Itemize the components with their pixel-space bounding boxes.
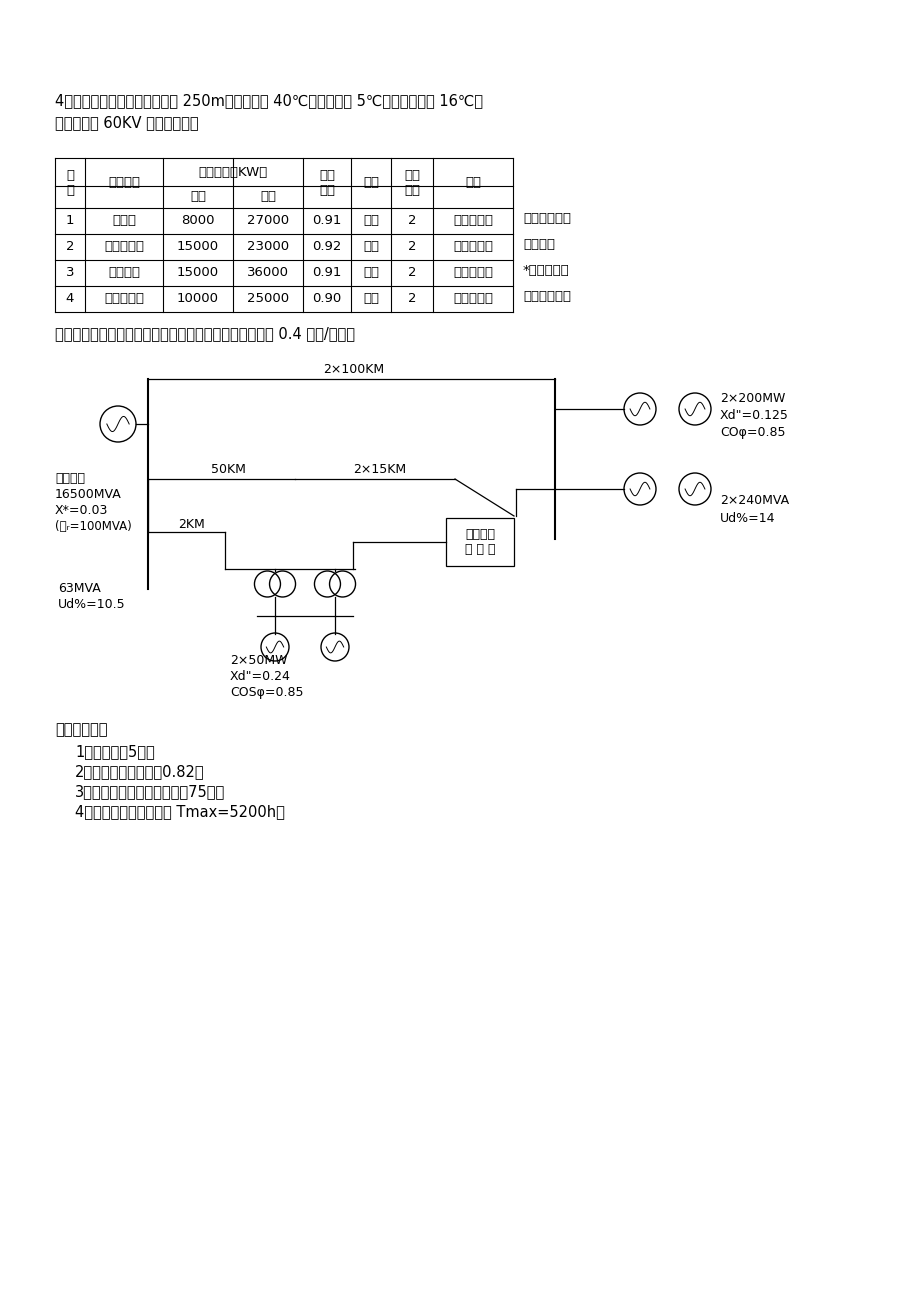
Text: 出线: 出线	[363, 177, 379, 190]
Text: 27000: 27000	[246, 215, 289, 228]
Text: Xd"=0.125: Xd"=0.125	[720, 409, 788, 422]
Text: 4、最大负荷利用小时数 Tmax=5200h。: 4、最大负荷利用小时数 Tmax=5200h。	[75, 805, 285, 819]
Text: 2×50MW: 2×50MW	[230, 654, 288, 667]
Text: COφ=0.85: COφ=0.85	[720, 426, 785, 439]
Text: 4、所处城市中心，海拘高度为 250m，最高气温 40℃，最低气温 5℃，年平均温度 16℃。: 4、所处城市中心，海拘高度为 250m，最高气温 40℃，最低气温 5℃，年平均…	[55, 92, 482, 108]
Text: 架空: 架空	[363, 293, 379, 306]
Text: 1、线损率厖5％。: 1、线损率厖5％。	[75, 743, 154, 759]
Text: X*=0.03: X*=0.03	[55, 504, 108, 517]
Text: 16500MVA: 16500MVA	[55, 488, 121, 501]
Text: 2×200MW: 2×200MW	[720, 392, 785, 405]
Text: 架空: 架空	[363, 241, 379, 254]
Text: 待设计的
变 电 所: 待设计的 变 电 所	[464, 529, 494, 556]
Text: 出线
回数: 出线 回数	[403, 169, 420, 197]
Text: 0.91: 0.91	[312, 267, 341, 280]
Text: 2: 2	[407, 241, 415, 254]
Text: 2: 2	[407, 293, 415, 306]
Text: 轴承厂: 轴承厂	[112, 215, 136, 228]
Text: 2×240MVA: 2×240MVA	[720, 493, 789, 506]
Text: 1: 1	[65, 215, 74, 228]
Text: 架空: 架空	[363, 267, 379, 280]
Text: 3、所带重要负荷占总负荷的75％。: 3、所带重要负荷占总负荷的75％。	[75, 784, 225, 799]
Text: 架空: 架空	[363, 215, 379, 228]
Text: 2×100KM: 2×100KM	[323, 363, 384, 376]
Text: 50KM: 50KM	[210, 464, 245, 477]
Text: 序
号: 序 号	[66, 169, 74, 197]
Text: 汽轮发电机，送电线路均为架空线，单位长度正序电抗为 0.4 欧姆/公里。: 汽轮发电机，送电线路均为架空线，单位长度正序电抗为 0.4 欧姆/公里。	[55, 326, 355, 341]
Text: 有重要负荷: 有重要负荷	[452, 267, 493, 280]
Text: 最大负荷（KW）: 最大负荷（KW）	[199, 165, 267, 178]
Text: 2: 2	[65, 241, 74, 254]
Text: 23000: 23000	[246, 241, 289, 254]
Text: 15000: 15000	[176, 241, 219, 254]
Text: 36000: 36000	[246, 267, 289, 280]
Text: 的发电机均为: 的发电机均为	[522, 290, 571, 303]
Text: 有重要负荷: 有重要负荷	[452, 293, 493, 306]
Text: 负荷名称: 负荷名称	[108, 177, 140, 190]
Text: 3: 3	[65, 267, 74, 280]
Text: 电力系统: 电力系统	[55, 473, 85, 486]
Text: 10000: 10000	[176, 293, 219, 306]
Text: 附注: 附注	[464, 177, 481, 190]
Text: 0.91: 0.91	[312, 215, 341, 228]
Text: 25000: 25000	[246, 293, 289, 306]
Text: Ud%=10.5: Ud%=10.5	[58, 598, 126, 611]
Text: Ud%=14: Ud%=14	[720, 512, 775, 525]
Text: 15000: 15000	[176, 267, 219, 280]
Text: 2×15KM: 2×15KM	[353, 464, 405, 477]
Text: 0.90: 0.90	[312, 293, 341, 306]
Text: 2、负荷的同时系数厖0.82。: 2、负荷的同时系数厖0.82。	[75, 764, 204, 779]
Text: *系统中所有: *系统中所有	[522, 264, 569, 277]
Text: 2KM: 2KM	[177, 518, 205, 531]
Text: 三、电力系统: 三、电力系统	[522, 212, 571, 225]
Text: 63MVA: 63MVA	[58, 582, 101, 595]
Text: 四、其他条件: 四、其他条件	[55, 723, 108, 737]
Text: 接线方式: 接线方式	[522, 238, 554, 251]
Text: (Ｓᵣ=100MVA): (Ｓᵣ=100MVA)	[55, 519, 131, 533]
Text: 风动工具厂: 风动工具厂	[104, 241, 144, 254]
Text: 有重要负荷: 有重要负荷	[452, 215, 493, 228]
Bar	[446, 518, 514, 566]
Text: 功率
因数: 功率 因数	[319, 169, 335, 197]
Text: Xd"=0.24: Xd"=0.24	[230, 671, 290, 684]
Text: 发动机厂: 发动机厂	[108, 267, 140, 280]
Text: COSφ=0.85: COSφ=0.85	[230, 686, 303, 699]
Text: 有重要负荷: 有重要负荷	[452, 241, 493, 254]
Text: 2: 2	[407, 215, 415, 228]
Text: 4: 4	[66, 293, 74, 306]
Text: 汽车配件厂: 汽车配件厂	[104, 293, 144, 306]
Text: 2: 2	[407, 267, 415, 280]
Text: 二、变电所 60KV 的用户负荷表: 二、变电所 60KV 的用户负荷表	[55, 115, 199, 130]
Text: 0.92: 0.92	[312, 241, 341, 254]
Text: 8000: 8000	[181, 215, 214, 228]
Text: 远期: 远期	[260, 190, 276, 203]
Text: 近期: 近期	[190, 190, 206, 203]
